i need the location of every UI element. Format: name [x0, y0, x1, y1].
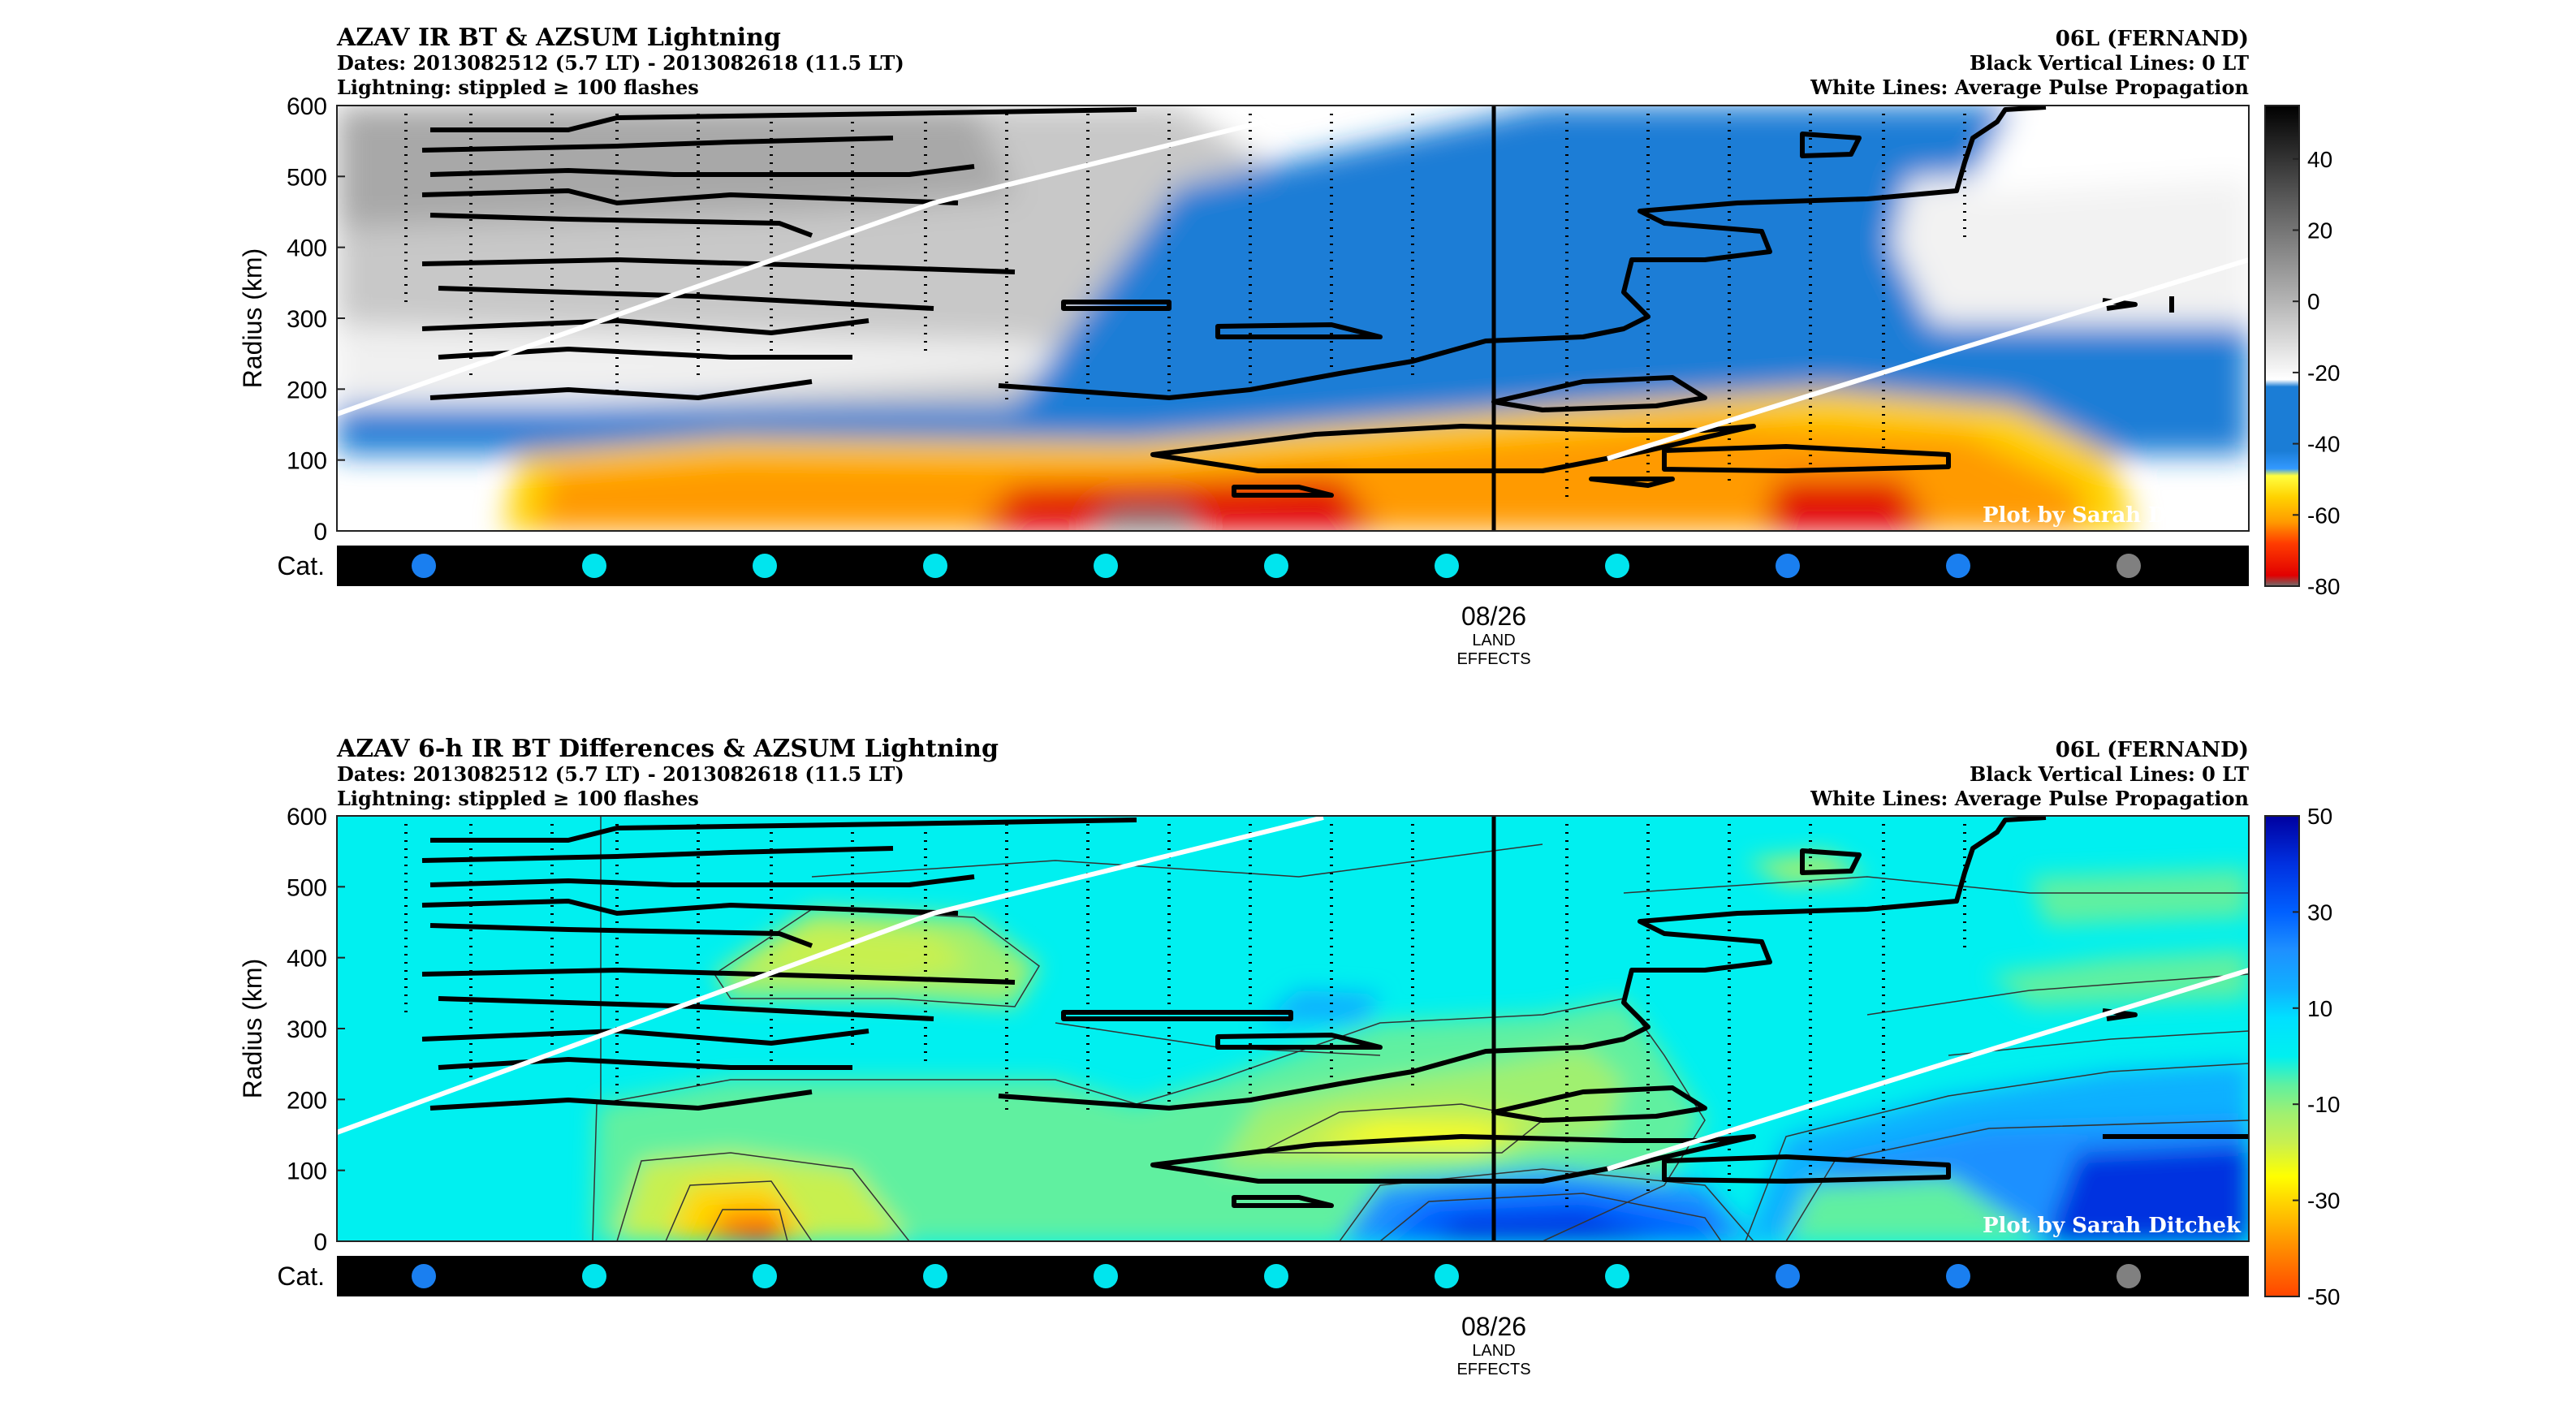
panel-2-storm: 06L (FERNAND)	[2056, 738, 2249, 762]
panel-2-category-dots	[412, 1264, 2141, 1288]
ytick-label: 200	[287, 1087, 327, 1114]
category-dot	[1776, 554, 1800, 578]
ytick-label: 200	[287, 377, 327, 403]
panel-1-xtick-date: 08/26	[1461, 602, 1526, 631]
category-dot	[1946, 554, 1970, 578]
panel-2-title: AZAV 6-h IR BT Differences & AZSUM Light…	[336, 735, 999, 763]
panel-2-dates: Dates: 2013082512 (5.7 LT) - 2013082618 …	[337, 762, 904, 786]
ytick-label: 100	[287, 1158, 327, 1185]
panel-1: AZAV IR BT & AZSUM Lightning Dates: 2013…	[238, 24, 2340, 668]
panel-1-yticks: 0 100 200 300 400 500 600	[287, 93, 345, 546]
panel-2-black-lines-note: Black Vertical Lines: 0 LT	[1970, 762, 2249, 786]
panel-1-plot-area: Plot by Sarah Ditchek	[337, 106, 2249, 531]
panel-2-xtick-date: 08/26	[1461, 1312, 1526, 1341]
panel-1-category-dots	[412, 554, 2141, 578]
category-dot	[582, 1264, 606, 1288]
category-dot	[1605, 554, 1629, 578]
panel-1-black-lines-note: Black Vertical Lines: 0 LT	[1970, 51, 2249, 75]
colorbar-tick-label: 0	[2307, 289, 2320, 314]
panel-2-plot-area: Plot by Sarah Ditchek	[337, 816, 2249, 1241]
panel-2: AZAV 6-h IR BT Differences & AZSUM Light…	[238, 735, 2340, 1378]
category-dot	[1094, 1264, 1118, 1288]
colorbar-tick-label: 20	[2307, 218, 2332, 243]
panel-1-white-lines-note: White Lines: Average Pulse Propagation	[1810, 75, 2249, 99]
panel-1-colorbar-ticks: -80 -60 -40 -20 0 20 40	[2293, 147, 2340, 599]
colorbar-tick-label: -30	[2307, 1188, 2340, 1214]
ytick-label: 400	[287, 946, 327, 973]
panel-2-xtick-note-line2: EFFECTS	[1456, 1361, 1530, 1378]
panel-1-cat-label: Cat.	[277, 551, 325, 580]
ytick-label: 500	[287, 874, 327, 901]
category-dot	[1264, 1264, 1288, 1288]
colorbar-tick-label: -50	[2307, 1284, 2340, 1309]
panel-1-storm: 06L (FERNAND)	[2056, 27, 2249, 51]
category-dot	[753, 554, 777, 578]
colorbar-tick-label: -60	[2307, 503, 2340, 528]
category-dot	[412, 1264, 436, 1288]
panel-1-lightning-contours	[421, 106, 2174, 498]
category-dot	[412, 554, 436, 578]
panel-1-dates: Dates: 2013082512 (5.7 LT) - 2013082618 …	[337, 51, 904, 75]
category-dot	[923, 1264, 947, 1288]
panel-1-ylabel: Radius (km)	[238, 248, 267, 388]
ytick-label: 600	[287, 804, 327, 830]
colorbar-tick-label: -20	[2307, 360, 2340, 386]
colorbar-tick-label: 30	[2307, 899, 2332, 925]
panel-2-xtick-note-line1: LAND	[1472, 1342, 1515, 1360]
ytick-label: 300	[287, 1016, 327, 1043]
panel-1-lightning-note: Lightning: stippled ≥ 100 flashes	[337, 75, 699, 99]
panel-2-colorbar-ticks: -50 -30 -10 10 30 50	[2293, 804, 2340, 1309]
colorbar-tick-label: 50	[2307, 804, 2332, 829]
panel-2-white-lines-note: White Lines: Average Pulse Propagation	[1810, 787, 2249, 810]
colorbar-tick-label: -80	[2307, 574, 2340, 599]
panel-2-cat-label: Cat.	[277, 1262, 325, 1291]
ytick-label: 100	[287, 448, 327, 475]
panel-1-colorbar	[2264, 105, 2300, 587]
panel-2-bt-difference-contours	[592, 816, 2249, 1241]
category-dot	[2116, 554, 2141, 578]
category-dot	[2116, 1264, 2141, 1288]
panel-1-title: AZAV IR BT & AZSUM Lightning	[336, 24, 781, 52]
panel-2-yticks: 0 100 200 300 400 500 600	[287, 804, 345, 1256]
category-dot	[582, 554, 606, 578]
colorbar-tick-label: 40	[2307, 147, 2332, 172]
category-dot	[1264, 554, 1288, 578]
ytick-label: 400	[287, 235, 327, 262]
category-dot	[1946, 1264, 1970, 1288]
colorbar-tick-label: -10	[2307, 1092, 2340, 1117]
panel-1-credit: Plot by Sarah Ditchek	[1983, 503, 2242, 528]
ytick-label: 600	[287, 93, 327, 120]
category-dot	[753, 1264, 777, 1288]
category-dot	[1435, 554, 1459, 578]
ytick-label: 0	[313, 519, 327, 546]
panel-2-pulse-propagation-lines	[337, 816, 2249, 1171]
colorbar-tick-label: 10	[2307, 996, 2332, 1021]
panel-2-credit: Plot by Sarah Ditchek	[1983, 1214, 2242, 1238]
panel-1-xtick-note-line1: LAND	[1472, 632, 1515, 649]
panel-2-category-strip	[337, 1256, 2249, 1296]
category-dot	[1435, 1264, 1459, 1288]
category-dot	[1605, 1264, 1629, 1288]
category-dot	[1776, 1264, 1800, 1288]
panel-1-category-strip	[337, 546, 2249, 586]
ytick-label: 500	[287, 164, 327, 191]
category-dot	[923, 554, 947, 578]
panel-2-lightning-note: Lightning: stippled ≥ 100 flashes	[337, 787, 699, 810]
panel-1-xtick-note-line2: EFFECTS	[1456, 650, 1530, 668]
ytick-label: 300	[287, 306, 327, 333]
panel-2-colorbar	[2264, 815, 2300, 1297]
panel-2-lightning-contours	[421, 816, 2249, 1208]
colorbar-tick-label: -40	[2307, 432, 2340, 457]
ytick-label: 0	[313, 1229, 327, 1256]
panel-1-pulse-propagation-lines	[337, 106, 2249, 461]
panel-2-ylabel: Radius (km)	[238, 959, 267, 1098]
category-dot	[1094, 554, 1118, 578]
